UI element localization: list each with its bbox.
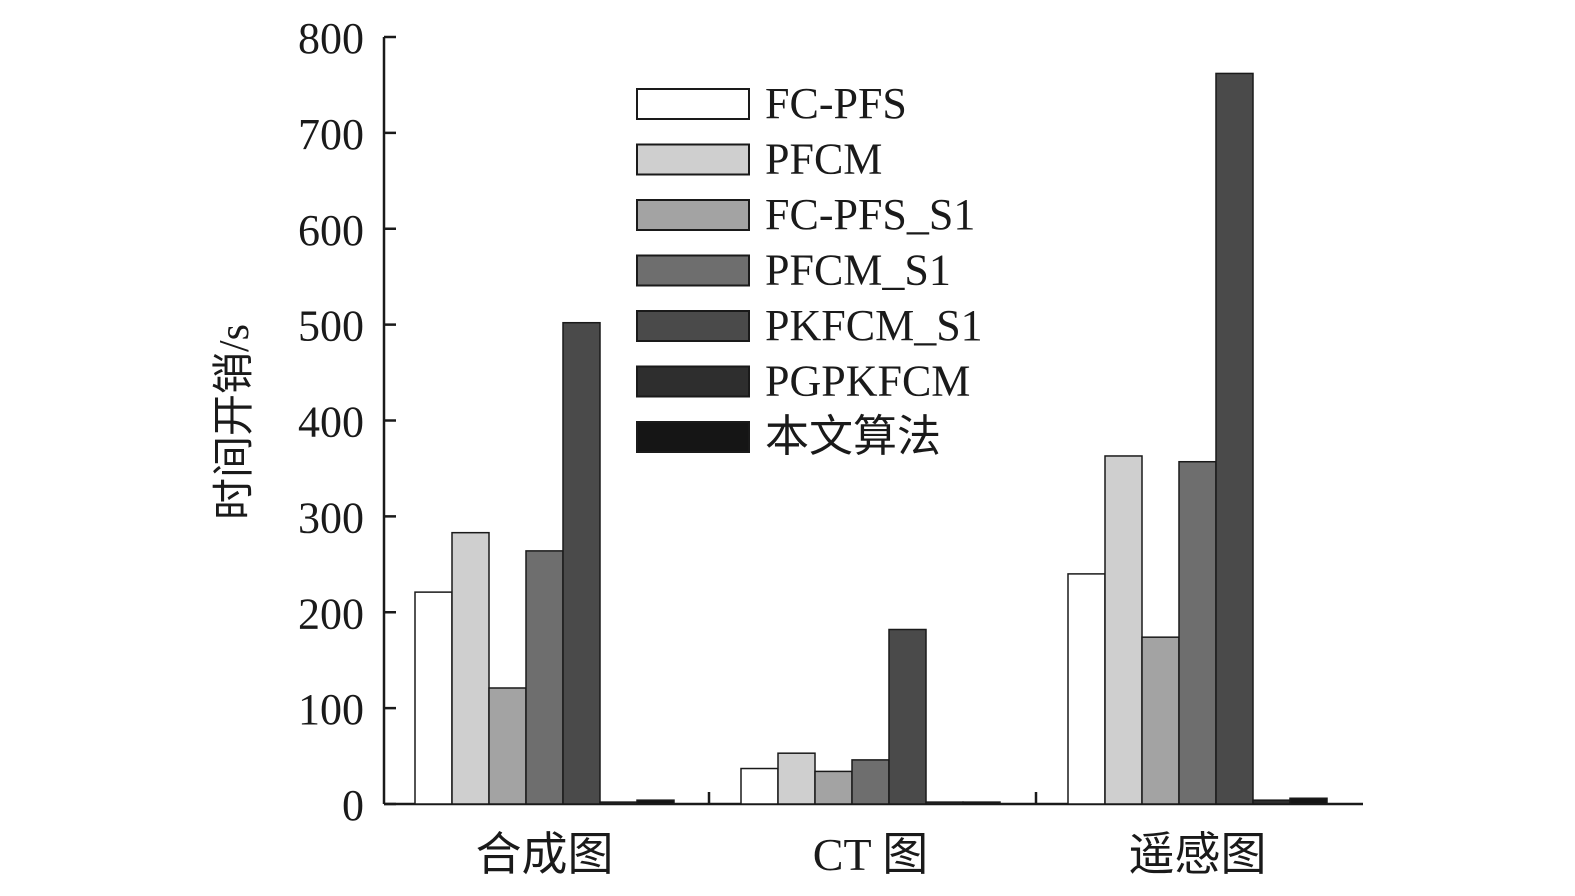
bar---1: [962, 801, 1001, 805]
legend-label: PGPKFCM: [765, 357, 970, 406]
bar-pgpkfcm-2: [1252, 799, 1291, 805]
x-tick-label: 合成图: [476, 829, 614, 880]
legend-label: 本文算法: [765, 412, 941, 461]
bar-pkfcm-s1-1: [888, 628, 927, 805]
x-tick-labels: 合成图 CT 图 遥感图: [476, 829, 1267, 880]
bar-group: [414, 321, 675, 805]
legend-swatch: [636, 88, 750, 120]
bar-pfcm-1: [777, 752, 816, 805]
legend-label: PKFCM_S1: [765, 301, 983, 350]
legend-label: FC-PFS_S1: [765, 190, 975, 239]
bar-fc-pfs-0: [414, 591, 453, 805]
y-tick-label: 700: [298, 110, 364, 159]
bar-pfcm-s1-0: [525, 550, 564, 805]
y-tick-label: 600: [298, 206, 364, 255]
legend-swatch: [636, 310, 750, 342]
y-tick-label: 300: [298, 493, 364, 542]
bar-group: [740, 628, 1001, 805]
y-tick-label: 100: [298, 685, 364, 734]
y-tick-label: 0: [342, 781, 364, 830]
bar-pfcm-2: [1104, 455, 1143, 805]
bar-pfcm-0: [451, 531, 490, 805]
legend-swatch: [636, 199, 750, 231]
legend-item: PFCM_S1: [636, 246, 951, 295]
bar-pkfcm-s1-2: [1215, 72, 1254, 805]
bar-fc-pfs-s1-0: [488, 687, 527, 805]
y-tick-label: 800: [298, 14, 364, 63]
legend-label: FC-PFS: [765, 79, 907, 128]
bar-pgpkfcm-1: [925, 801, 964, 805]
y-tick-label: 200: [298, 589, 364, 638]
legend-item: PKFCM_S1: [636, 301, 983, 350]
legend-item: PGPKFCM: [636, 357, 970, 406]
y-ticks: 0 100 200 300 400 500 600 700 800: [298, 14, 1038, 830]
legend-label: PFCM_S1: [765, 246, 951, 295]
bar-pkfcm-s1-0: [562, 321, 601, 805]
legend-swatch: [636, 143, 750, 176]
legend-item: PFCM: [636, 135, 882, 184]
y-tick-label: 500: [298, 302, 364, 351]
bar-fc-pfs-s1-1: [814, 770, 853, 805]
legend-swatch: [636, 365, 750, 398]
y-tick-label: 400: [298, 398, 364, 447]
legend-swatch: [636, 421, 750, 453]
legend-item: FC-PFS_S1: [636, 190, 975, 239]
legend-item: 本文算法: [636, 412, 941, 461]
bars: [414, 72, 1328, 805]
legend: FC-PFS PFCM FC-PFS_S1 PFCM_S1 PKFCM_S1 PGPKFC…: [636, 79, 983, 461]
legend-item: FC-PFS: [636, 79, 907, 128]
bar-pfcm-s1-1: [851, 759, 890, 805]
bar-group: [1067, 72, 1328, 805]
x-tick-label: CT 图: [813, 829, 928, 880]
bar-fc-pfs-1: [740, 767, 779, 805]
x-tick-label: 遥感图: [1129, 829, 1267, 880]
bar-pgpkfcm-0: [599, 801, 638, 805]
y-axis-label: 时间开销/s: [212, 324, 258, 520]
bar---0: [636, 799, 675, 805]
bar---2: [1289, 797, 1328, 805]
legend-swatch: [636, 254, 750, 287]
bar-fc-pfs-s1-2: [1141, 636, 1180, 805]
bar-pfcm-s1-2: [1178, 460, 1217, 805]
bar-fc-pfs-2: [1067, 573, 1106, 805]
legend-label: PFCM: [765, 135, 882, 184]
